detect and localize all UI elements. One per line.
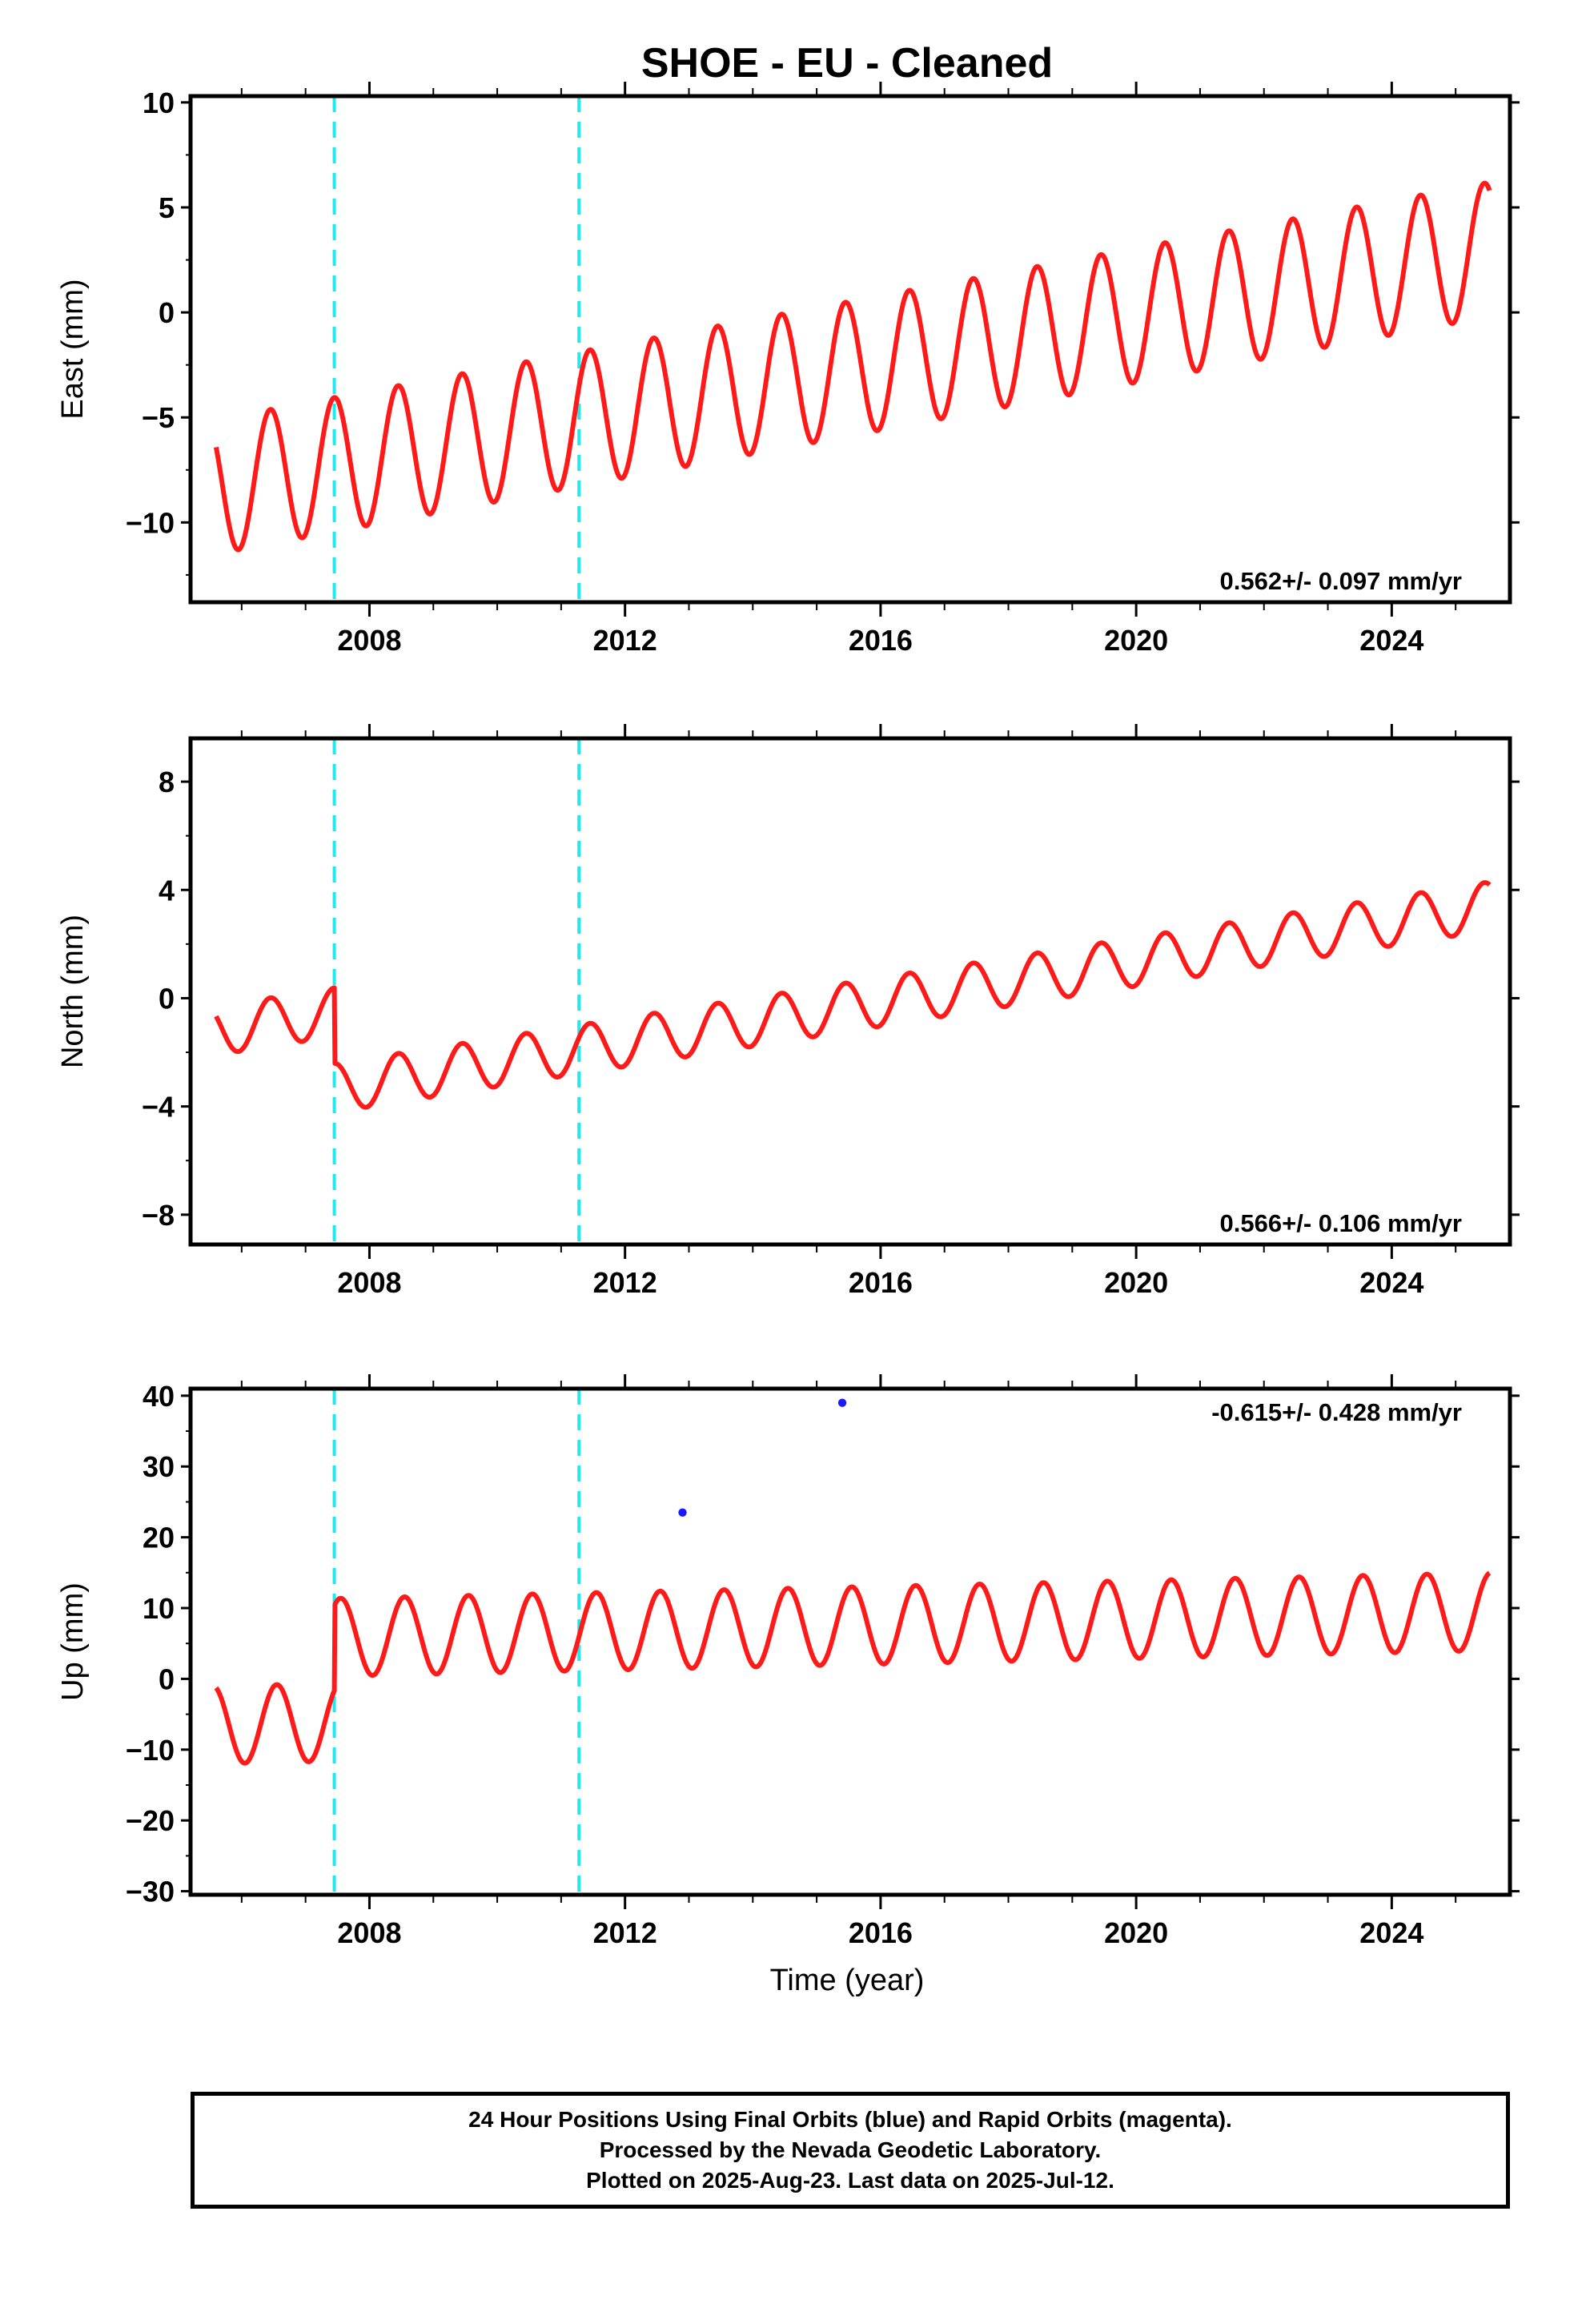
plot-frame — [188, 736, 1512, 1247]
rate-annotation: 0.566+/- 0.106 mm/yr — [1220, 1209, 1462, 1237]
chart-title: SHOE - EU - Cleaned — [641, 40, 1053, 86]
y-tick-label: −30 — [126, 1876, 175, 1908]
data-points — [678, 1398, 847, 1517]
up-panel: −30 −20 −10 0 10 20 30 40 2008 2012 2016 2020 2024 Up… — [56, 1374, 1520, 1949]
north-panel: −8 −4 0 4 8 2008 2012 2016 2020 2024 North (mm) 0.5… — [56, 724, 1520, 1299]
x-tick-label: 2020 — [1104, 1916, 1168, 1949]
x-tick-label: 2024 — [1359, 1266, 1423, 1299]
x-tick-label: 2012 — [593, 1916, 657, 1949]
outlier-point — [837, 1398, 847, 1407]
y-tick-label: 20 — [143, 1522, 175, 1554]
footer-line-2: Processed by the Nevada Geodetic Laborat… — [599, 2137, 1102, 2162]
y-tick-label: 8 — [159, 766, 175, 798]
east-panel: −10 −5 0 5 10 2008 2012 2016 2020 2024 East (mm) 0.… — [56, 82, 1520, 657]
x-tick-label: 2016 — [849, 624, 913, 657]
y-axis-label: North (mm) — [56, 915, 90, 1068]
x-tick-label: 2008 — [337, 1916, 401, 1949]
x-tick-label: 2016 — [849, 1266, 913, 1299]
x-tick-label: 2024 — [1359, 1916, 1423, 1949]
y-tick-label: 30 — [143, 1450, 175, 1483]
x-tick-label: 2024 — [1359, 624, 1423, 657]
x-tick-label: 2012 — [593, 624, 657, 657]
footer-box: 24 Hour Positions Using Final Orbits (bl… — [191, 2092, 1510, 2209]
y-tick-label: 0 — [159, 296, 175, 329]
model-fit-line — [213, 180, 1492, 553]
outlier-point — [678, 1508, 687, 1517]
y-axis-label: Up (mm) — [56, 1582, 90, 1701]
footer-line-1: 24 Hour Positions Using Final Orbits (bl… — [468, 2107, 1232, 2132]
y-tick-label: −8 — [142, 1199, 175, 1232]
x-axis-label: Time (year) — [770, 1964, 925, 1997]
y-tick-label: 4 — [159, 874, 175, 907]
y-tick-label: −20 — [126, 1804, 175, 1837]
y-tick-label: −4 — [142, 1091, 175, 1124]
y-tick-label: −10 — [126, 506, 175, 539]
rate-annotation: -0.615+/- 0.428 mm/yr — [1211, 1398, 1462, 1426]
x-tick-label: 2016 — [849, 1916, 913, 1949]
model-fit-line — [214, 1570, 1492, 1766]
x-tick-label: 2008 — [337, 624, 401, 657]
y-tick-label: −10 — [126, 1734, 175, 1767]
y-tick-label: 0 — [159, 1663, 175, 1695]
y-tick-label: 40 — [143, 1380, 175, 1413]
x-tick-label: 2008 — [337, 1266, 401, 1299]
x-tick-label: 2012 — [593, 1266, 657, 1299]
y-tick-label: −5 — [142, 401, 175, 434]
plot-frame — [188, 94, 1512, 605]
y-axis-label: East (mm) — [56, 279, 90, 419]
y-tick-label: 10 — [143, 86, 175, 119]
y-tick-label: 10 — [143, 1592, 175, 1625]
y-tick-label: 5 — [159, 191, 175, 224]
plot-frame — [188, 1386, 1512, 1897]
footer-line-3: Plotted on 2025-Aug-23. Last data on 202… — [586, 2168, 1114, 2193]
y-tick-label: 0 — [159, 982, 175, 1015]
model-fit-line — [214, 880, 1492, 1110]
x-tick-label: 2020 — [1104, 1266, 1168, 1299]
x-tick-label: 2020 — [1104, 624, 1168, 657]
rate-annotation: 0.562+/- 0.097 mm/yr — [1220, 567, 1462, 595]
